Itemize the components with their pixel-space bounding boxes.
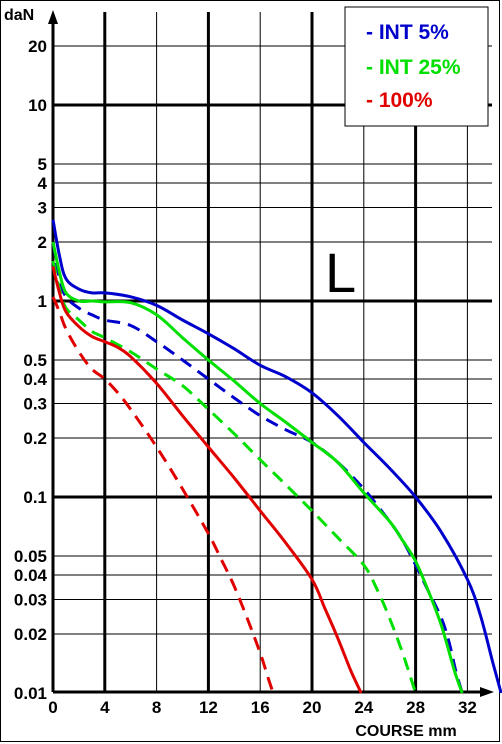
y-axis-title: daN [4, 7, 34, 24]
x-tick-label-28: 28 [406, 698, 425, 717]
y-tick-label-0_04: 0.04 [14, 566, 48, 585]
y-tick-label-0_2: 0.2 [23, 429, 47, 448]
legend-entry-int-25: - INT 25% [366, 56, 461, 79]
series-100-dashed [51, 296, 275, 694]
axes-layer [48, 10, 494, 697]
y-axis-arrow [48, 10, 58, 24]
y-tick-label-0_01: 0.01 [14, 684, 47, 703]
x-tick-label-24: 24 [354, 698, 373, 717]
y-tick-label-3: 3 [38, 198, 47, 217]
legend-entry-int-5: - INT 5% [366, 21, 449, 44]
series-int-25-solid [51, 241, 464, 694]
y-tick-label-5: 5 [38, 155, 47, 174]
x-tick-label-20: 20 [303, 698, 322, 717]
x-axis-title: COURSE mm [355, 723, 456, 740]
series-int-5-dashed [51, 241, 464, 694]
x-tick-label-0: 0 [48, 698, 57, 717]
legend: - INT 5% - INT 25% - 100% [344, 6, 489, 127]
y-tick-label-0_1: 0.1 [23, 488, 47, 507]
x-tick-label-8: 8 [152, 698, 161, 717]
y-tick-label-0_4: 0.4 [23, 370, 47, 389]
x-tick-label-32: 32 [458, 698, 477, 717]
series-100-solid [51, 266, 363, 694]
x-axis-arrow [480, 687, 494, 697]
series-int-25-dashed [51, 260, 418, 694]
x-tick-label-12: 12 [199, 698, 218, 717]
y-tick-label-0_05: 0.05 [14, 547, 47, 566]
annotation-letter: L [325, 241, 356, 304]
y-tick-label-4: 4 [38, 174, 48, 193]
legend-entry-100: - 100% [366, 89, 433, 112]
y-tick-label-20: 20 [28, 37, 47, 56]
grid-layer [53, 12, 492, 692]
x-tick-label-16: 16 [251, 698, 270, 717]
y-tick-label-0_3: 0.3 [23, 394, 47, 413]
y-tick-label-0_03: 0.03 [14, 590, 47, 609]
series-layer [51, 219, 502, 694]
tick-layer: 0.010.020.030.040.050.10.20.30.40.512345… [14, 37, 477, 717]
y-tick-label-10: 10 [28, 96, 47, 115]
legend-box [344, 6, 489, 127]
y-tick-label-0_5: 0.5 [23, 351, 47, 370]
y-tick-label-0_02: 0.02 [14, 625, 47, 644]
y-tick-label-1: 1 [38, 292, 47, 311]
y-tick-label-2: 2 [38, 233, 47, 252]
series-int-5-solid [51, 219, 502, 694]
x-tick-label-4: 4 [100, 698, 110, 717]
